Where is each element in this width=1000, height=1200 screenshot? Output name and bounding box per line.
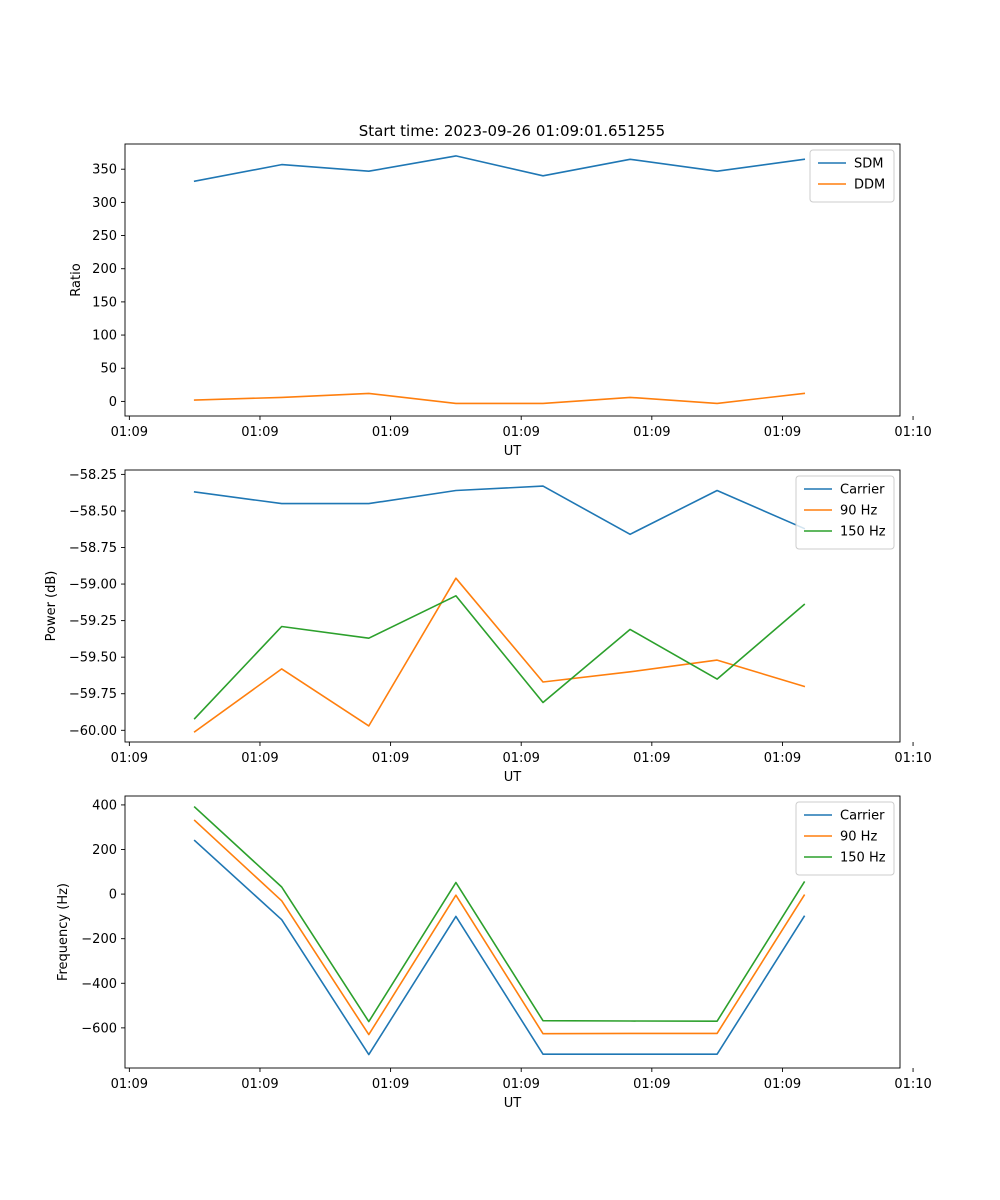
x-tick-label: 01:09: [633, 751, 670, 766]
legend-label-carrier: Carrier: [840, 809, 885, 824]
y-tick-label: 0: [109, 395, 117, 410]
series-line-150-hz: [193, 805, 806, 1023]
x-tick-label: 01:09: [111, 751, 148, 766]
y-tick-label: −60.00: [69, 724, 117, 739]
x-tick-label: 01:09: [633, 425, 670, 440]
y-tick-label: −59.50: [69, 651, 117, 666]
axes-frame: [124, 795, 901, 1069]
x-tick-label: 01:09: [241, 1077, 278, 1092]
series-line-150-hz: [193, 594, 806, 720]
legend: Carrier 90 Hz 150 Hz: [795, 475, 895, 550]
y-tick-label: 150: [92, 295, 117, 310]
series-line-sdm: [193, 155, 806, 183]
x-tick-label: 01:09: [633, 1077, 670, 1092]
x-axis-label: UT: [504, 444, 522, 459]
legend-label-90-hz: 90 Hz: [840, 830, 877, 845]
y-axis-label: Power (dB): [44, 571, 59, 642]
y-tick-label: 100: [92, 329, 117, 344]
series-line-90-hz: [193, 577, 806, 733]
legend-label-carrier: Carrier: [840, 483, 885, 498]
series-line-ddm: [193, 392, 806, 405]
x-tick-label: 01:09: [502, 1077, 539, 1092]
x-tick-label: 01:09: [502, 425, 539, 440]
x-tick-label: 01:09: [764, 751, 801, 766]
y-tick-label: −58.50: [69, 504, 117, 519]
y-tick-label: −59.25: [69, 614, 117, 629]
axes-frame: [124, 143, 901, 417]
x-tick-label: 01:09: [764, 425, 801, 440]
x-tick-label: 01:09: [241, 425, 278, 440]
x-axis-label: UT: [504, 770, 522, 785]
y-tick-label: 250: [92, 229, 117, 244]
y-tick-label: 200: [92, 262, 117, 277]
legend: Carrier 90 Hz 150 Hz: [795, 801, 895, 876]
x-tick-label: 01:09: [502, 751, 539, 766]
legend-label-ddm: DDM: [854, 178, 885, 193]
y-tick-label: −400: [81, 977, 117, 992]
panel-1: 01:09 01:09 01:09 01:09 01:09 01:09 01:10 0 50 10…: [69, 143, 932, 459]
x-tick-label: 01:09: [372, 425, 409, 440]
y-tick-label: −200: [81, 932, 117, 947]
legend-label-90-hz: 90 Hz: [840, 504, 877, 519]
y-tick-label: 300: [92, 196, 117, 211]
figure-title: Start time: 2023-09-26 01:09:01.651255: [359, 122, 665, 140]
panel-2: 01:09 01:09 01:09 01:09 01:09 01:09 01:10 −60.0…: [44, 468, 932, 785]
series-line-carrier: [193, 839, 806, 1056]
y-tick-label: 200: [92, 843, 117, 858]
x-tick-label: 01:09: [372, 751, 409, 766]
series-line-carrier: [193, 485, 806, 536]
y-tick-label: −58.25: [69, 468, 117, 483]
y-axis-label: Frequency (Hz): [56, 883, 71, 981]
legend-label-150-hz: 150 Hz: [840, 851, 886, 866]
legend-label-150-hz: 150 Hz: [840, 525, 886, 540]
y-tick-label: 400: [92, 798, 117, 813]
y-axis-label: Ratio: [69, 263, 84, 296]
series-line-90-hz: [193, 819, 806, 1036]
x-tick-label: 01:09: [111, 425, 148, 440]
panel-3: 01:09 01:09 01:09 01:09 01:09 01:09 01:10 −600 −…: [56, 795, 932, 1111]
y-tick-label: −58.75: [69, 541, 117, 556]
y-tick-label: 0: [109, 888, 117, 903]
legend: SDM DDM: [809, 149, 895, 203]
x-tick-label: 01:09: [372, 1077, 409, 1092]
y-tick-label: 50: [100, 362, 117, 377]
y-tick-label: −59.75: [69, 687, 117, 702]
x-tick-label: 01:09: [764, 1077, 801, 1092]
x-axis-label: UT: [504, 1096, 522, 1111]
y-tick-label: −59.00: [69, 578, 117, 593]
x-tick-label: 01:09: [241, 751, 278, 766]
panels: 01:09 01:09 01:09 01:09 01:09 01:09 01:10 0 50 10…: [44, 143, 932, 1111]
y-tick-label: 350: [92, 163, 117, 178]
x-tick-label: 01:10: [894, 1077, 931, 1092]
x-tick-label: 01:10: [894, 751, 931, 766]
axes-frame: [124, 469, 901, 743]
legend-label-sdm: SDM: [854, 157, 883, 172]
x-tick-label: 01:10: [894, 425, 931, 440]
y-tick-label: −600: [81, 1021, 117, 1036]
x-tick-label: 01:09: [111, 1077, 148, 1092]
